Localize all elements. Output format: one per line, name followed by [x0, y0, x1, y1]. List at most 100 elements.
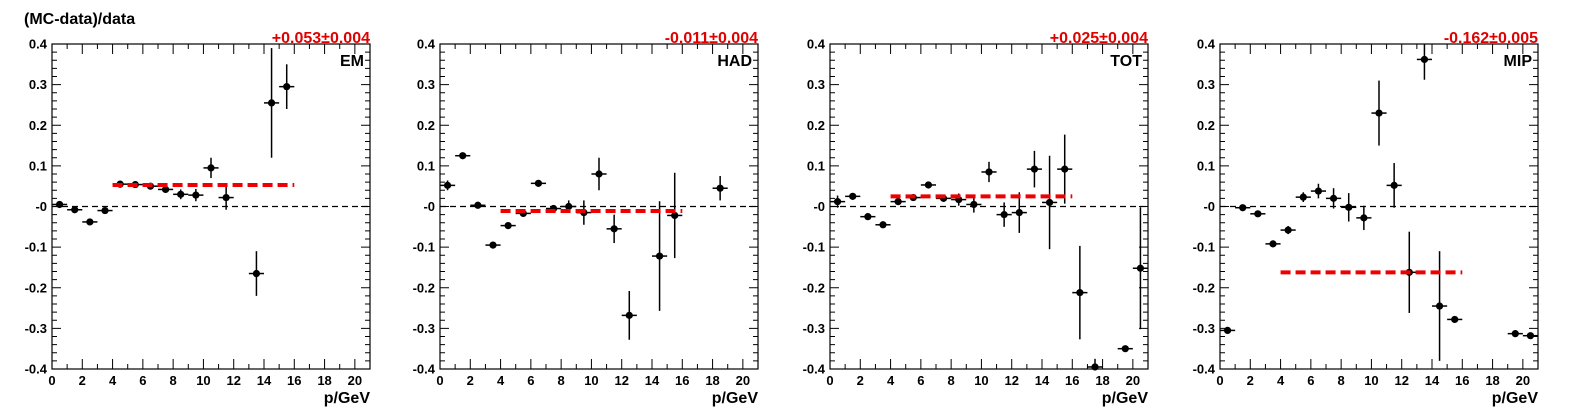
- point-marker: [101, 206, 109, 215]
- x-tick-label: 20: [1516, 373, 1530, 388]
- y-tick-label: -0.3: [1193, 321, 1215, 336]
- point-marker: [1269, 240, 1277, 248]
- data-point: [530, 179, 546, 187]
- x-tick-label: 4: [109, 373, 117, 388]
- data-point: [652, 201, 668, 311]
- point-marker: [1360, 214, 1368, 222]
- x-axis-label: p/GeV: [1492, 390, 1539, 407]
- data-point: [279, 64, 295, 109]
- point-marker: [1526, 332, 1535, 340]
- x-tick-label: 18: [705, 373, 719, 388]
- data-point: [875, 221, 891, 229]
- y-tick-label: -0.1: [1193, 240, 1215, 255]
- x-tick-label: 0: [48, 373, 55, 388]
- point-marker: [833, 198, 842, 206]
- data-point: [830, 195, 846, 208]
- y-tick-label: -0: [813, 199, 825, 214]
- x-tick-label: 8: [1338, 373, 1345, 388]
- x-tick-label: 2: [1247, 373, 1254, 388]
- data-point: [485, 241, 501, 249]
- x-tick-label: 4: [887, 373, 895, 388]
- y-tick-label: -0.3: [803, 321, 825, 336]
- x-tick-label: 16: [1065, 373, 1079, 388]
- point-marker: [565, 202, 573, 211]
- x-tick-label: 10: [1364, 373, 1378, 388]
- point-marker: [1030, 165, 1039, 173]
- y-tick-label: 0.3: [1197, 77, 1215, 92]
- point-marker: [985, 168, 993, 176]
- point-marker: [1451, 315, 1459, 324]
- point-marker: [1091, 363, 1099, 371]
- y-tick-label: 0.4: [807, 37, 826, 52]
- x-tick-label: 4: [497, 373, 505, 388]
- y-tick-label: 0.2: [417, 118, 435, 133]
- y-tick-label: -0: [35, 199, 47, 214]
- data-point: [67, 206, 83, 214]
- point-marker: [459, 152, 467, 160]
- point-marker: [879, 221, 887, 229]
- point-marker: [283, 83, 291, 91]
- data-point: [440, 180, 456, 191]
- y-tick-label: 0.1: [29, 158, 47, 173]
- x-tick-label: 6: [917, 373, 924, 388]
- x-tick-label: 2: [857, 373, 864, 388]
- data-point: [845, 192, 861, 200]
- point-marker: [894, 198, 902, 206]
- point-marker: [1511, 330, 1519, 338]
- point-marker: [1121, 345, 1129, 353]
- point-marker: [716, 184, 724, 192]
- chart-panel-tot: -0.4 -0.3 -0.2 -0.1 -0 0.1 0.2 0.3 0.4 0 2 4 6 8 10 12 1…: [803, 30, 1149, 407]
- y-tick-label: -0.2: [25, 280, 47, 295]
- data-point: [158, 185, 174, 194]
- x-tick-label: 14: [1035, 373, 1050, 388]
- data-point: [591, 157, 607, 191]
- y-tick-label: 0.3: [29, 77, 47, 92]
- data-point: [1072, 245, 1088, 340]
- point-marker: [625, 311, 633, 319]
- point-marker: [1061, 165, 1069, 173]
- panel-label: TOT: [1110, 53, 1142, 70]
- x-tick-label: 16: [675, 373, 689, 388]
- x-tick-label: 20: [736, 373, 750, 388]
- point-marker: [1435, 302, 1444, 310]
- x-tick-label: 16: [287, 373, 301, 388]
- data-point: [920, 181, 936, 189]
- point-marker: [1299, 193, 1307, 201]
- point-marker: [267, 99, 276, 107]
- point-marker: [610, 225, 618, 233]
- data-point: [890, 198, 906, 206]
- data-point: [1507, 330, 1523, 338]
- point-marker: [71, 206, 79, 214]
- x-tick-label: 16: [1455, 373, 1469, 388]
- fit-result-label: -0.011±0.004: [665, 30, 758, 47]
- data-point: [500, 221, 516, 230]
- data-point: [248, 251, 264, 296]
- data-point: [996, 202, 1012, 227]
- point-marker: [86, 218, 94, 226]
- data-point: [203, 157, 219, 179]
- point-marker: [1375, 109, 1383, 117]
- data-point: [1250, 210, 1266, 218]
- data-point: [173, 189, 189, 200]
- y-tick-label: 0.4: [1197, 37, 1216, 52]
- x-tick-label: 10: [584, 373, 598, 388]
- data-point: [1220, 326, 1236, 335]
- y-tick-label: 0.1: [807, 158, 825, 173]
- point-marker: [1329, 194, 1338, 202]
- y-tick-label: -0.1: [803, 240, 825, 255]
- y-axis-label: (MC-data)/data: [24, 11, 135, 28]
- y-tick-label: -0: [423, 199, 435, 214]
- point-marker: [161, 185, 170, 194]
- point-marker: [474, 201, 482, 209]
- point-marker: [1045, 198, 1054, 207]
- y-tick-label: -0.4: [25, 362, 48, 377]
- point-marker: [222, 193, 230, 202]
- x-tick-label: 20: [348, 373, 362, 388]
- y-tick-label: -0.4: [1193, 362, 1216, 377]
- data-point: [667, 172, 683, 259]
- chart-panel-had: -0.4 -0.3 -0.2 -0.1 -0 0.1 0.2 0.3 0.4 0 2 4 6 8 10 12 1…: [413, 30, 759, 407]
- y-tick-label: 0.2: [807, 118, 825, 133]
- point-marker: [55, 200, 64, 209]
- data-point: [1341, 193, 1357, 222]
- x-tick-label: 2: [79, 373, 86, 388]
